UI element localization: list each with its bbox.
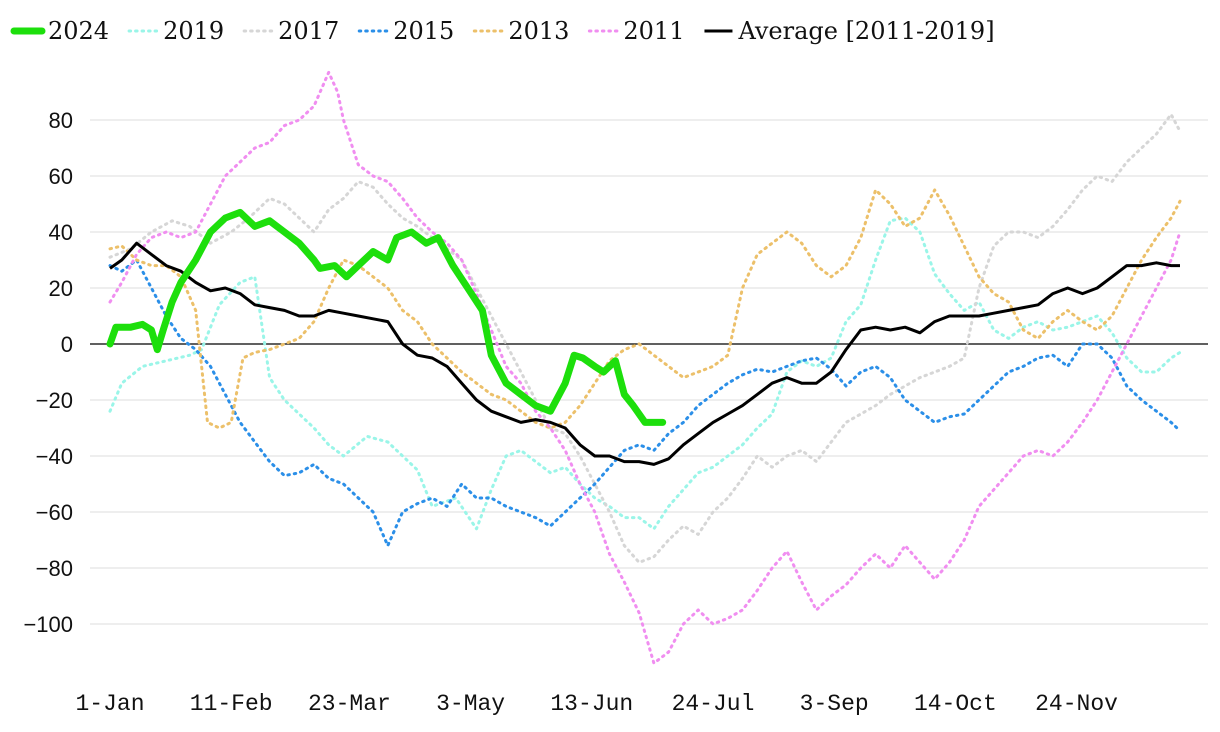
y-tick-label: 80 bbox=[49, 108, 73, 133]
y-tick-label: −60 bbox=[36, 500, 73, 525]
y-tick-label: 60 bbox=[49, 164, 73, 189]
x-tick-label: 3-Sep bbox=[800, 691, 869, 717]
x-tick-label: 13-Jun bbox=[550, 691, 633, 717]
x-tick-label: 3-May bbox=[436, 691, 505, 717]
legend-item-2017: 2017 bbox=[242, 17, 339, 45]
y-tick-label: −100 bbox=[23, 612, 73, 637]
y-axis: 80 60 40 20 0 −20 −40 −60 −80 −100 bbox=[23, 108, 73, 637]
x-tick-label: 11-Feb bbox=[190, 691, 273, 717]
y-tick-label: 0 bbox=[61, 332, 73, 357]
legend-label: 2024 bbox=[48, 17, 109, 45]
series-line-2015 bbox=[108, 258, 1182, 548]
chart-legend: 2024 2019 2017 2015 2013 2011 Average [2011-20… bbox=[10, 17, 995, 45]
legend-label: 2013 bbox=[508, 17, 569, 45]
legend-item-2019: 2019 bbox=[127, 17, 224, 45]
legend-item-2024: 2024 bbox=[10, 17, 109, 45]
series-line-average-2011-2019 bbox=[109, 241, 1180, 466]
legend-label: Average [2011-2019] bbox=[737, 17, 994, 45]
y-grid bbox=[90, 119, 1208, 625]
y-tick-label: 20 bbox=[49, 276, 73, 301]
series-lines bbox=[106, 70, 1182, 665]
legend-item-2015: 2015 bbox=[357, 17, 454, 45]
series-line-2017 bbox=[108, 112, 1182, 564]
legend-label: 2017 bbox=[278, 17, 339, 45]
x-tick-label: 24-Jul bbox=[672, 691, 755, 717]
y-tick-label: −40 bbox=[36, 444, 73, 469]
x-tick-label: 23-Mar bbox=[308, 691, 391, 717]
legend-label: 2019 bbox=[163, 17, 224, 45]
series-line-2011 bbox=[108, 70, 1182, 665]
legend-label: 2011 bbox=[623, 17, 684, 45]
legend-label: 2015 bbox=[393, 17, 454, 45]
series-line-2024 bbox=[106, 208, 667, 426]
y-tick-label: 40 bbox=[49, 220, 73, 245]
series-line-2013 bbox=[108, 188, 1182, 430]
series-line-2019 bbox=[108, 216, 1182, 531]
legend-item-2011: 2011 bbox=[587, 17, 684, 45]
y-tick-label: −80 bbox=[36, 556, 73, 581]
legend-item-average-2011-2019: Average [2011-2019] bbox=[704, 17, 995, 45]
x-tick-label: 24-Nov bbox=[1035, 691, 1118, 717]
x-tick-label: 14-Oct bbox=[914, 691, 997, 717]
x-axis: 1-Jan 11-Feb 23-Mar 3-May 13-Jun 24-Jul 3-Sep 1… bbox=[75, 691, 1118, 717]
x-tick-label: 1-Jan bbox=[75, 691, 144, 717]
legend-item-2013: 2013 bbox=[472, 17, 569, 45]
y-tick-label: −20 bbox=[36, 388, 73, 413]
